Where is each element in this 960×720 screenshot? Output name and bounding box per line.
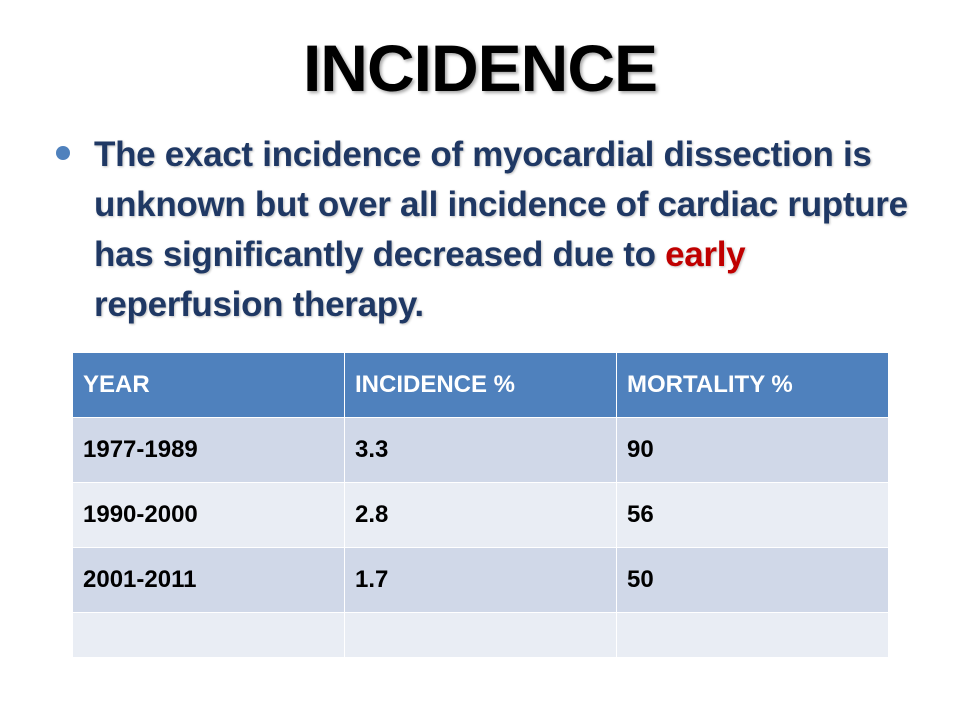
table-header-row: YEAR INCIDENCE % MORTALITY % (72, 352, 889, 418)
bullet-highlight-word: early (665, 235, 746, 274)
slide-title: INCIDENCE (302, 31, 658, 105)
cell-year: 2001-2011 (72, 547, 345, 613)
cell-mortality (616, 612, 889, 658)
bullet-dot-icon (56, 146, 70, 160)
table-row: 1990-2000 2.8 56 (72, 482, 889, 548)
incidence-table: YEAR INCIDENCE % MORTALITY % 1977-1989 3… (72, 352, 889, 658)
cell-year: 1977-1989 (72, 417, 345, 483)
table-row: 2001-2011 1.7 50 (72, 547, 889, 613)
bullet-text-part2: reperfusion therapy. (94, 285, 424, 324)
cell-year: 1990-2000 (72, 482, 345, 548)
header-year: YEAR (72, 352, 345, 418)
cell-mortality: 50 (616, 547, 889, 613)
table-row-empty (72, 612, 889, 658)
cell-incidence: 2.8 (344, 482, 617, 548)
cell-year (72, 612, 345, 658)
bullet-text: The exact incidence of myocardial dissec… (94, 130, 916, 330)
table-row: 1977-1989 3.3 90 (72, 417, 889, 483)
cell-incidence: 1.7 (344, 547, 617, 613)
cell-mortality: 90 (616, 417, 889, 483)
cell-incidence: 3.3 (344, 417, 617, 483)
cell-mortality: 56 (616, 482, 889, 548)
header-mortality: MORTALITY % (616, 352, 889, 418)
header-incidence: INCIDENCE % (344, 352, 617, 418)
cell-incidence (344, 612, 617, 658)
bullet-text-part1: The exact incidence of myocardial dissec… (94, 135, 908, 274)
incidence-table-wrapper: YEAR INCIDENCE % MORTALITY % 1977-1989 3… (72, 352, 889, 664)
